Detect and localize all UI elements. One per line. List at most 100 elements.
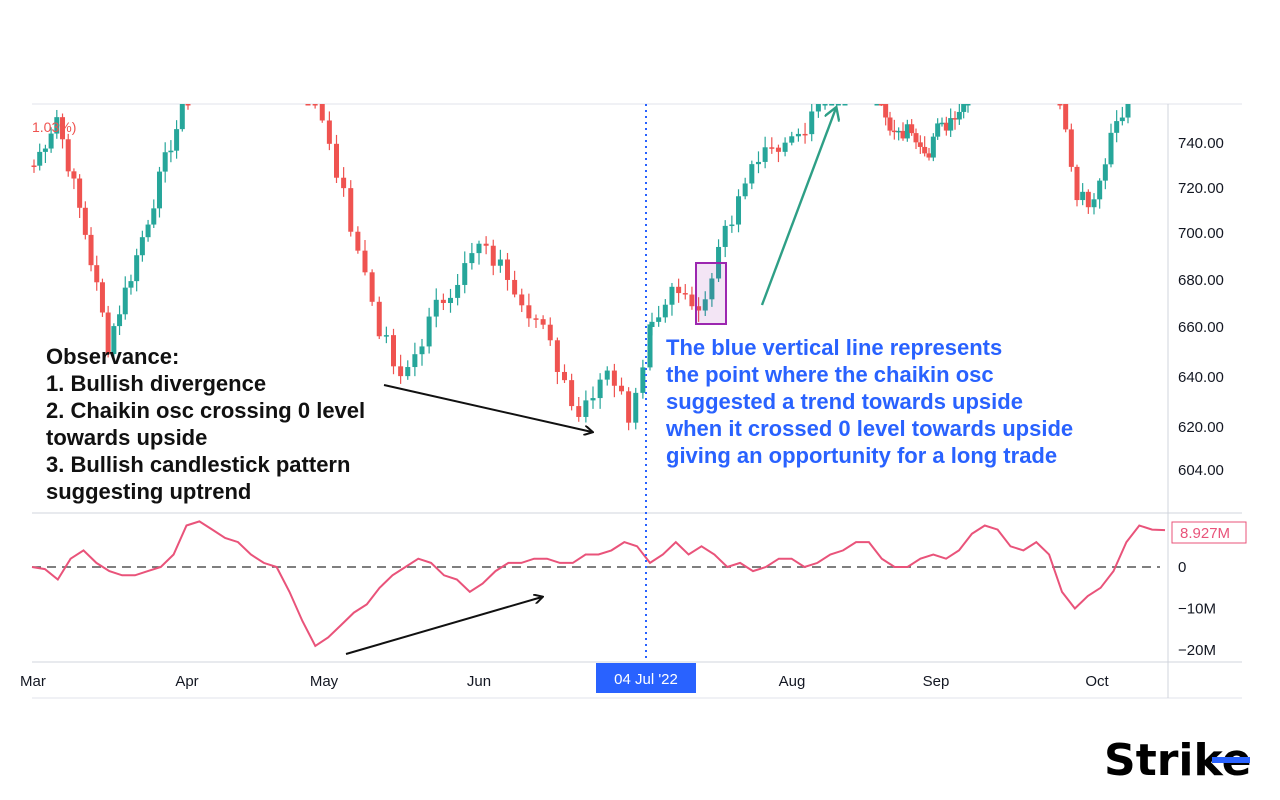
candle-body [722,225,728,247]
candle [383,326,389,344]
candle [505,252,510,291]
candle [922,136,928,157]
candle [782,137,788,157]
candle-body [376,301,382,337]
candle-body [904,124,910,139]
candle-body [809,111,815,135]
strike-logo: Strike [1104,735,1251,786]
candle-pattern-highlight [695,262,727,325]
candle-body [943,122,949,131]
candle [1102,158,1108,190]
candle-body [842,104,848,106]
candle-body [151,208,157,225]
candle-body [736,196,742,225]
candle-body [54,117,60,134]
price-tick-label: 660.00 [1178,319,1224,336]
candle [179,104,185,132]
candle [412,342,418,377]
candle-body [405,367,411,377]
candle-body [709,278,715,300]
candle-body [60,117,66,140]
candle [611,363,617,398]
blue-note-line-4: when it crossed 0 level towards upside [665,416,1073,441]
logo-accent-bar [1212,757,1250,763]
candle [519,288,525,313]
price-tick-label: 700.00 [1178,225,1224,242]
price-divergence-arrow [383,384,592,432]
candle-body [326,120,332,144]
candle [965,104,971,113]
candle [526,293,532,327]
candle-body [669,286,675,305]
candle [398,354,404,384]
candle-body [952,118,958,120]
candle-body [762,147,768,162]
candle-body [939,122,945,125]
candle [117,305,123,336]
candle-body [569,380,575,407]
candle-body [462,263,468,285]
candle-body [682,293,688,295]
candle [1074,164,1080,207]
candle [440,293,446,311]
candle-body [755,161,761,165]
candle [433,288,439,328]
candle [547,317,553,346]
candle [597,373,603,409]
candle [930,133,936,162]
candle [775,144,781,163]
candle-body [185,104,191,106]
price-tick-label: 720.00 [1178,180,1224,197]
candle [111,323,117,361]
candle-body [77,178,83,208]
candle-body [37,151,43,166]
candle [462,251,468,294]
oscillator-panel [31,520,1166,648]
candle [676,278,682,303]
candle [913,128,919,150]
candle-body [590,398,596,401]
candle [815,104,821,118]
candle [31,159,37,173]
candle [649,312,655,336]
candle-body [729,224,735,227]
candle [729,215,735,233]
candle-body [956,111,962,120]
candle-body [597,379,603,399]
observance-line-2: 1. Bullish divergence [46,371,266,396]
candle [769,137,775,154]
candle-body [1085,191,1091,208]
candle [917,135,923,154]
candle-body [742,183,748,197]
month-label: May [310,673,339,690]
candle-body [662,304,668,318]
candle [822,104,828,110]
candle-body [562,371,567,381]
candle-body [105,312,111,355]
oscillator-value-label: 8.927M [1180,525,1230,542]
blue-note-line-5: giving an opportunity for a long trade [666,443,1057,468]
candle-body [42,148,48,152]
candle-body [174,129,180,151]
candle [476,240,482,265]
candle [883,104,889,126]
candle [829,104,835,106]
candle-body [1063,104,1069,130]
blue-note-line-2: the point where the chaikin osc [666,362,994,387]
oscillator-axis: 0 −10M −20M [1178,559,1216,659]
candle-body [633,392,639,423]
oscillator-tick-label: −10M [1178,601,1216,618]
candle [590,386,596,409]
candle-body [362,250,368,273]
candle [943,116,949,136]
candle [1080,183,1086,206]
candle-body [383,335,389,337]
candle [94,255,100,291]
candle [48,127,54,153]
candle [891,119,897,140]
candle-body [1102,164,1108,181]
candle-body [829,104,835,106]
candle-body [1080,191,1086,201]
candle-body [547,324,553,341]
date-marker-badge [596,663,696,693]
